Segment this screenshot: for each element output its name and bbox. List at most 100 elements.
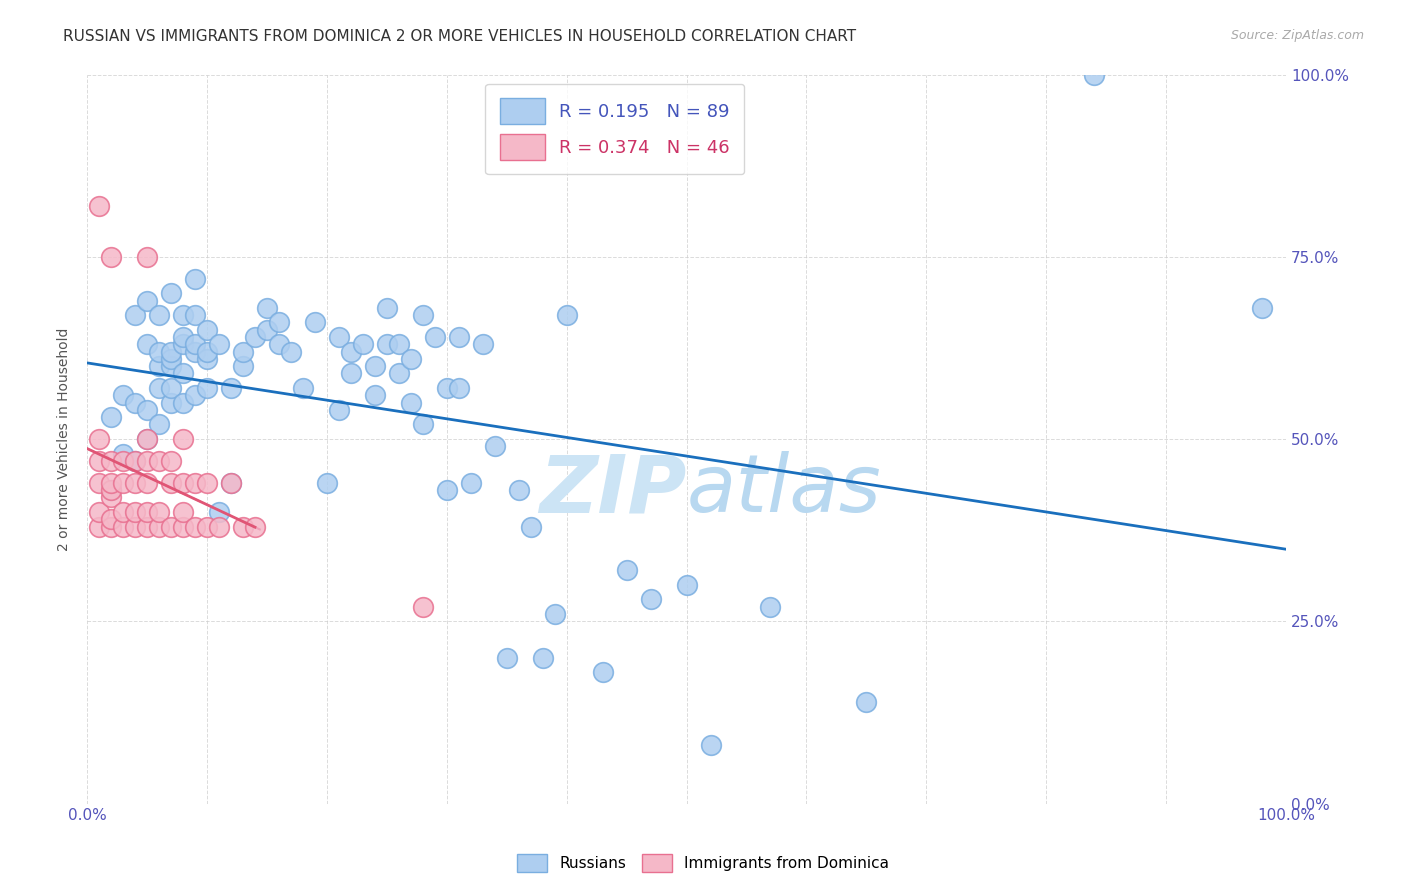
Point: [136, 454, 159, 468]
Point: [160, 359, 183, 373]
Point: [136, 250, 159, 264]
Point: [519, 519, 541, 533]
Point: [447, 381, 470, 395]
Point: [112, 454, 135, 468]
Point: [148, 519, 170, 533]
Point: [304, 315, 326, 329]
Point: [544, 607, 567, 621]
Point: [616, 563, 638, 577]
Point: [148, 359, 170, 373]
Point: [112, 475, 135, 490]
Point: [100, 491, 122, 505]
Point: [340, 367, 363, 381]
Point: [675, 578, 697, 592]
Point: [1083, 68, 1105, 82]
Text: Source: ZipAtlas.com: Source: ZipAtlas.com: [1230, 29, 1364, 42]
Point: [243, 330, 266, 344]
Point: [256, 323, 278, 337]
Point: [160, 286, 183, 301]
Point: [100, 483, 122, 497]
Point: [195, 381, 218, 395]
Point: [100, 519, 122, 533]
Point: [124, 308, 146, 322]
Point: [136, 432, 159, 446]
Point: [184, 344, 207, 359]
Point: [160, 475, 183, 490]
Point: [184, 308, 207, 322]
Point: [412, 599, 434, 614]
Point: [89, 432, 111, 446]
Point: [495, 650, 517, 665]
Y-axis label: 2 or more Vehicles in Household: 2 or more Vehicles in Household: [58, 327, 72, 550]
Point: [100, 250, 122, 264]
Point: [184, 271, 207, 285]
Point: [89, 199, 111, 213]
Point: [219, 381, 242, 395]
Point: [208, 519, 231, 533]
Point: [172, 308, 194, 322]
Point: [232, 344, 254, 359]
Point: [195, 519, 218, 533]
Point: [508, 483, 530, 497]
Point: [148, 381, 170, 395]
Point: [484, 439, 506, 453]
Point: [100, 512, 122, 526]
Point: [112, 519, 135, 533]
Point: [555, 308, 578, 322]
Point: [172, 505, 194, 519]
Point: [855, 694, 877, 708]
Point: [172, 519, 194, 533]
Point: [592, 665, 614, 680]
Point: [136, 403, 159, 417]
Point: [160, 344, 183, 359]
Point: [160, 519, 183, 533]
Point: [124, 454, 146, 468]
Point: [399, 351, 422, 366]
Point: [436, 483, 458, 497]
Point: [124, 475, 146, 490]
Point: [136, 519, 159, 533]
Point: [184, 337, 207, 351]
Point: [100, 410, 122, 425]
Point: [112, 388, 135, 402]
Point: [328, 403, 350, 417]
Point: [112, 505, 135, 519]
Point: [340, 344, 363, 359]
Point: [136, 475, 159, 490]
Point: [100, 475, 122, 490]
Point: [124, 519, 146, 533]
Point: [148, 454, 170, 468]
Point: [699, 739, 721, 753]
Point: [232, 519, 254, 533]
Point: [267, 315, 290, 329]
Point: [375, 301, 398, 315]
Point: [375, 337, 398, 351]
Point: [364, 359, 387, 373]
Point: [759, 599, 782, 614]
Point: [124, 505, 146, 519]
Point: [136, 505, 159, 519]
Point: [160, 454, 183, 468]
Point: [531, 650, 554, 665]
Point: [412, 308, 434, 322]
Point: [256, 301, 278, 315]
Point: [148, 308, 170, 322]
Point: [352, 337, 374, 351]
Point: [160, 395, 183, 409]
Point: [208, 337, 231, 351]
Point: [195, 344, 218, 359]
Point: [243, 519, 266, 533]
Point: [172, 475, 194, 490]
Point: [412, 417, 434, 432]
Point: [160, 351, 183, 366]
Point: [124, 454, 146, 468]
Point: [172, 367, 194, 381]
Point: [388, 337, 411, 351]
Point: [172, 395, 194, 409]
Point: [1251, 301, 1274, 315]
Point: [172, 432, 194, 446]
Point: [195, 475, 218, 490]
Point: [136, 293, 159, 308]
Point: [184, 388, 207, 402]
Point: [291, 381, 314, 395]
